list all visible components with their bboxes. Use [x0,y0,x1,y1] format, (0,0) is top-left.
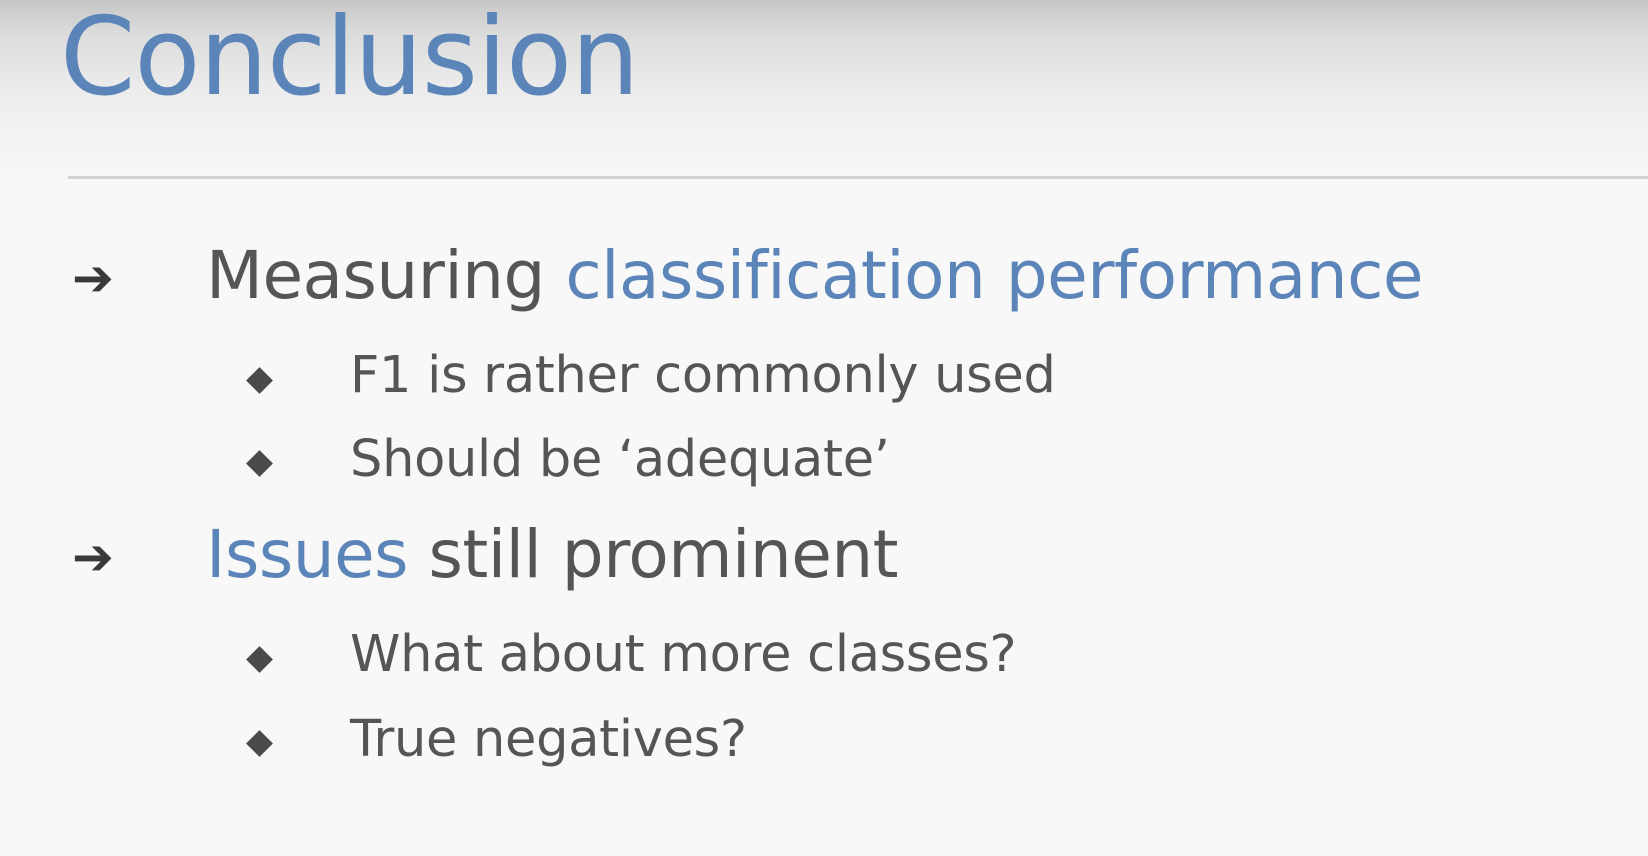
subbullet-2-1: What about more classes? [350,625,1017,684]
bullet-2-text: Issues still prominent [206,516,899,593]
bullet-2-accent: Issues [206,516,409,593]
diamond-bullet-icon [246,367,273,394]
bullet-1-plain: Measuring [206,237,566,314]
bullet-1-accent: classification performance [565,237,1423,314]
diamond-bullet-icon [246,450,273,477]
bullet-1-text: Measuring classification performance [206,240,1423,312]
subbullet-1-1: F1 is rather commonly used [350,346,1056,405]
slide-title: Conclusion [60,0,640,120]
diamond-bullet-icon [246,646,273,673]
title-divider [68,176,1648,179]
arrow-right-icon: ➔ [72,528,114,586]
subbullet-1-2: Should be ‘adequate’ [350,430,890,489]
title-band [0,0,1648,175]
bullet-2-plain: still prominent [408,516,899,593]
diamond-bullet-icon [246,730,273,757]
subbullet-2-2: True negatives? [350,710,747,769]
arrow-right-icon: ➔ [72,249,114,307]
